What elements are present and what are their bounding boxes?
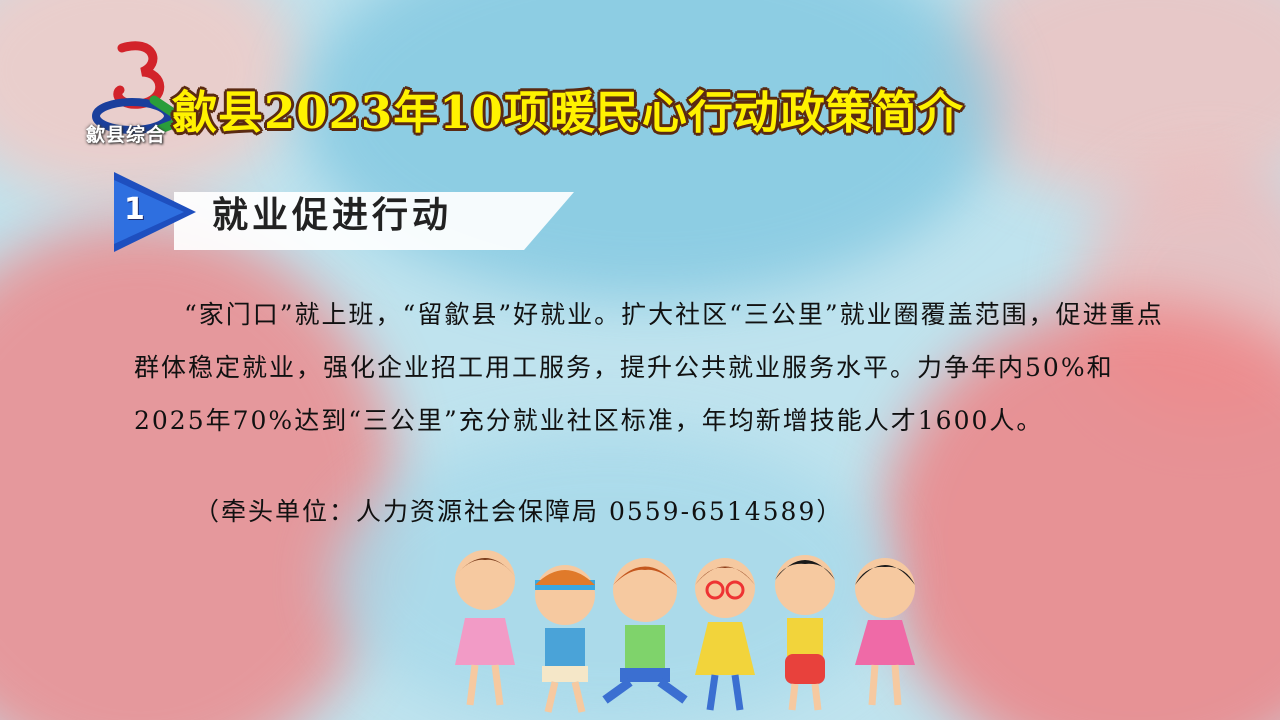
section-number: 1 (124, 192, 145, 227)
channel-logo-icon (92, 41, 194, 135)
child-4 (695, 558, 755, 711)
child-5 (775, 555, 835, 711)
child-6 (855, 558, 915, 706)
child-1 (455, 550, 515, 706)
policy-description: “家门口”就上班，“留歙县”好就业。扩大社区“三公里”就业圈覆盖范围，促进重点群… (134, 288, 1164, 447)
children-illustration (455, 550, 915, 713)
policy-paragraph: “家门口”就上班，“留歙县”好就业。扩大社区“三公里”就业圈覆盖范围，促进重点群… (134, 300, 1164, 435)
lead-unit-contact: （牵头单位：人力资源社会保障局 0559-6514589） (194, 497, 844, 526)
child-2 (535, 565, 595, 713)
channel-logo-text: 歙县综合 (86, 124, 167, 146)
section-banner (114, 172, 574, 252)
page-title: 歙县2023年10项暖民心行动政策简介 (172, 86, 964, 139)
child-3 (602, 558, 688, 704)
section-title: 就业促进行动 (212, 194, 453, 236)
